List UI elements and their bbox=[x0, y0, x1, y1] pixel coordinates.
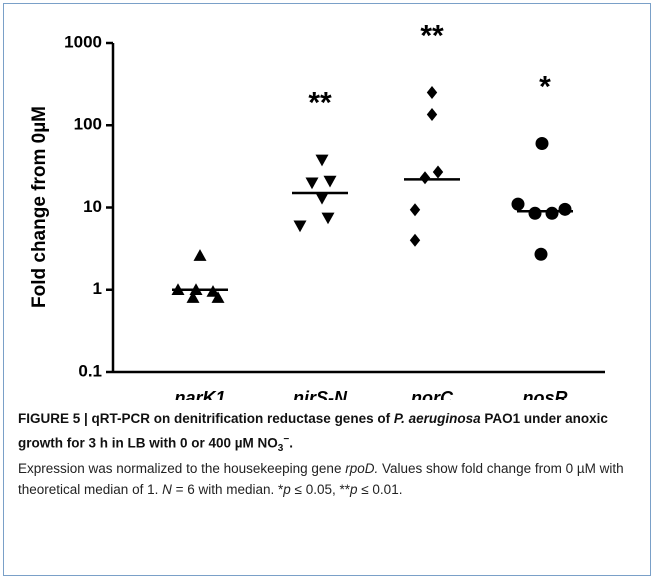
caption-text: 3 bbox=[277, 442, 284, 454]
data-point bbox=[511, 197, 525, 211]
data-point bbox=[321, 212, 335, 225]
data-point bbox=[535, 136, 549, 150]
caption-text: rpoD. bbox=[345, 461, 379, 477]
y-tick-label: 100 bbox=[74, 115, 102, 134]
data-point bbox=[409, 233, 421, 247]
significance-label: ** bbox=[308, 87, 332, 120]
y-tick-label: 1 bbox=[93, 279, 102, 298]
data-point bbox=[315, 154, 329, 167]
significance-label: ** bbox=[420, 19, 444, 52]
caption-text: p bbox=[283, 481, 291, 497]
y-tick-label: 10 bbox=[83, 197, 102, 216]
data-point bbox=[211, 291, 225, 303]
x-tick-label: nosR bbox=[523, 388, 568, 400]
caption-body: Expression was normalized to the houseke… bbox=[18, 459, 643, 500]
x-tick-label: norC bbox=[411, 388, 454, 400]
data-point bbox=[293, 220, 307, 233]
caption-text: PAO1 under anoxic growth for 3 h in LB w… bbox=[18, 411, 608, 450]
data-point bbox=[432, 165, 444, 179]
caption: FIGURE 5 | qRT-PCR on denitrification re… bbox=[18, 409, 643, 500]
y-tick-label: 0.1 bbox=[78, 361, 102, 380]
significance-label: * bbox=[539, 70, 551, 103]
caption-text: Values show fold change from 0 µM with t… bbox=[18, 461, 624, 497]
caption-text: ≤ 0.01. bbox=[357, 481, 403, 497]
data-point bbox=[315, 192, 329, 205]
data-point bbox=[426, 86, 438, 100]
y-tick-label: 1000 bbox=[64, 32, 102, 51]
data-point bbox=[534, 247, 548, 261]
data-point bbox=[409, 203, 421, 217]
x-tick-label: narK1 bbox=[174, 388, 225, 400]
caption-text: = 6 with median. * bbox=[171, 481, 284, 497]
data-point bbox=[528, 206, 542, 220]
caption-text: Expression was normalized to the houseke… bbox=[18, 461, 346, 477]
data-point bbox=[323, 175, 337, 188]
data-point bbox=[558, 202, 572, 216]
data-point bbox=[419, 171, 431, 185]
caption-text: ≤ 0.05, ** bbox=[290, 481, 350, 497]
data-point bbox=[305, 177, 319, 190]
y-axis-label: Fold change from 0µM bbox=[29, 106, 50, 308]
data-point bbox=[193, 249, 207, 261]
caption-text: FIGURE 5 | qRT-PCR on denitrification re… bbox=[18, 411, 394, 426]
caption-text: p bbox=[350, 481, 358, 497]
x-tick-label: nirS-N bbox=[293, 388, 348, 400]
data-point bbox=[186, 291, 200, 303]
caption-title: FIGURE 5 | qRT-PCR on denitrification re… bbox=[18, 409, 643, 459]
caption-text: N bbox=[162, 481, 172, 497]
chart: Fold change from 0µM 0.1 1 10 100 1000 narK1 n… bbox=[29, 19, 605, 400]
figure-frame bbox=[3, 3, 651, 576]
caption-text: − bbox=[283, 433, 290, 445]
data-point bbox=[545, 206, 559, 220]
caption-text: . bbox=[289, 435, 293, 450]
data-point bbox=[426, 108, 438, 122]
caption-text: P. aeruginosa bbox=[393, 411, 481, 426]
